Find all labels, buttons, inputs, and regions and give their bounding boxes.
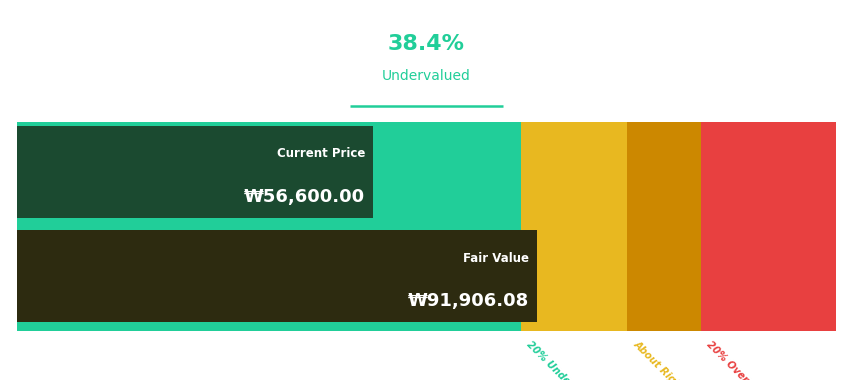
Text: 38.4%: 38.4%	[388, 34, 464, 54]
Text: Undervalued: Undervalued	[382, 69, 470, 83]
Bar	[520, 122, 626, 331]
Text: Current Price: Current Price	[276, 147, 365, 160]
Text: 20% Undervalued: 20% Undervalued	[524, 339, 602, 380]
Text: ₩56,600.00: ₩56,600.00	[244, 188, 365, 206]
Text: About Right: About Right	[630, 339, 685, 380]
Bar	[17, 122, 520, 331]
Text: Fair Value: Fair Value	[463, 252, 528, 265]
Bar	[626, 122, 700, 331]
Text: 20% Overvalued: 20% Overvalued	[704, 339, 776, 380]
Bar	[17, 126, 373, 218]
Text: ₩91,906.08: ₩91,906.08	[407, 292, 528, 310]
Bar	[17, 230, 537, 322]
Bar	[700, 122, 835, 331]
